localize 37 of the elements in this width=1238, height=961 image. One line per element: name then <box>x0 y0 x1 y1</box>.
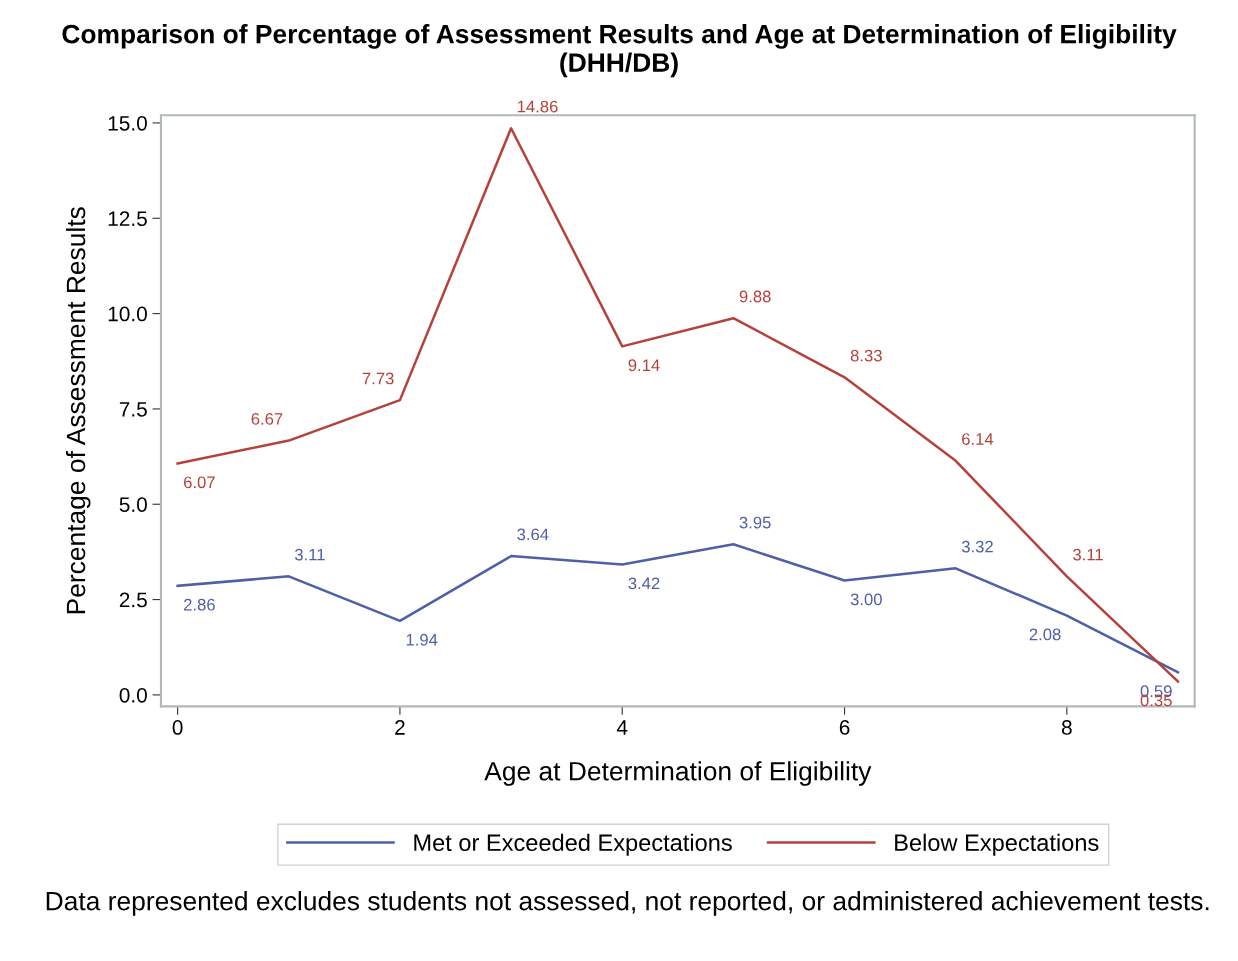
data-label: 9.88 <box>739 290 771 303</box>
y-tick-label: 0.0 <box>119 687 147 703</box>
data-label: 3.32 <box>961 540 993 553</box>
text: Data represented excludes students not assessed, not reported, or administered achievement tests. <box>46 891 1209 916</box>
x-tick-label: 6 <box>839 720 850 735</box>
x-tick-label: 2 <box>395 720 405 735</box>
x-tick-label: 8 <box>1061 720 1072 735</box>
data-label: 3.42 <box>628 577 660 590</box>
x-tick-label: 0 <box>172 720 183 735</box>
data-label: 3.11 <box>1073 548 1103 561</box>
data-label: 6.67 <box>251 412 283 425</box>
legend-label: Below Expectations <box>895 833 1099 856</box>
data-label: 1.94 <box>406 633 438 646</box>
data-label: 8.33 <box>850 349 882 362</box>
data-label: 6.07 <box>184 476 215 489</box>
line-series <box>176 127 1180 683</box>
y-tick-label: 5.0 <box>119 497 147 512</box>
data-label: 7.73 <box>362 372 394 385</box>
data-label: 6.14 <box>962 433 994 445</box>
data-label: 3.95 <box>739 516 771 529</box>
data-label: 3.64 <box>517 528 549 541</box>
data-label: 3.11 <box>294 548 325 561</box>
chart-title: Comparison of Percentage of Assessment Results and Age at Determination of Eligibility (DHH/DB) <box>62 24 1177 78</box>
y-axis-title: Percentage of Assessment Results <box>65 207 91 614</box>
y-tick-label: 2.5 <box>119 592 147 608</box>
y-tick-label: 10.0 <box>108 306 147 322</box>
x-tick-label: 4 <box>616 720 628 735</box>
data-label: 2.08 <box>1029 628 1061 641</box>
y-tick-label: 15.0 <box>108 115 147 131</box>
y-tick-label: 7.5 <box>119 402 147 417</box>
data-label: 3.00 <box>850 593 882 606</box>
y-tick-label: 12.5 <box>108 211 147 227</box>
data-label: 9.14 <box>628 359 660 372</box>
x-axis-title: Age at Determination of Eligibility <box>484 761 872 786</box>
data-label: 2.86 <box>184 598 215 611</box>
legend-label: Met or Exceeded Expectations <box>414 833 732 856</box>
data-label: 14.86 <box>517 100 558 113</box>
